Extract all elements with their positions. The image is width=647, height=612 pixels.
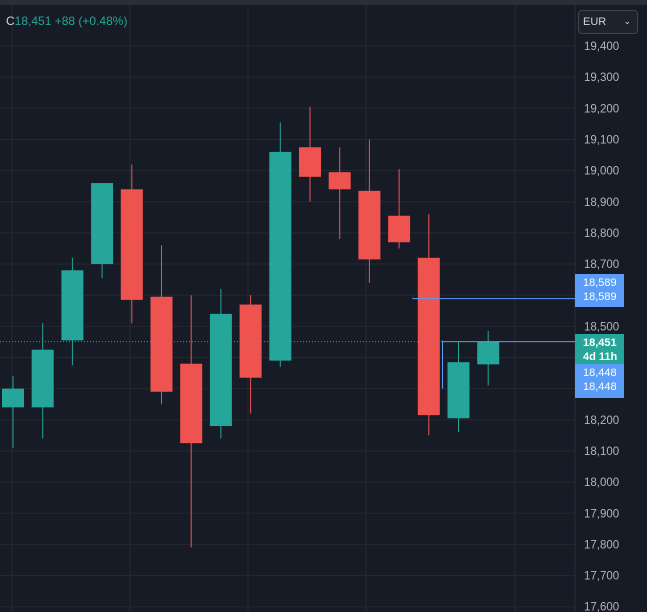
candle-body (477, 341, 500, 365)
candle (447, 341, 470, 433)
y-tick-label: 19,400 (584, 41, 619, 53)
alert-badge-lower-text: 18,448 (583, 381, 617, 393)
candle-body (31, 349, 54, 408)
candle-body (299, 147, 321, 177)
top-border (0, 0, 647, 5)
candle (91, 183, 114, 279)
candle (328, 147, 351, 240)
last-price-badge-text: 18,451 (583, 337, 617, 349)
y-tick-label: 18,000 (584, 477, 619, 489)
candle (209, 288, 232, 439)
y-tick-label: 18,700 (584, 259, 619, 271)
y-tick-label: 19,300 (584, 72, 619, 84)
candle (477, 331, 500, 386)
last-price-badge: 18,451 4d 11h (575, 334, 624, 364)
alert-badge-lower: 18,448 18,448 (575, 364, 624, 398)
alert-badge-upper-bg (575, 274, 624, 307)
candle-body (358, 190, 381, 260)
legend-close-prefix: C (6, 14, 15, 28)
legend-change: +88 (+0.48%) (54, 14, 128, 28)
y-tick-label: 17,800 (584, 539, 619, 551)
candle (61, 257, 84, 366)
candle (180, 295, 203, 548)
candle-body (2, 388, 24, 408)
candle-body (417, 257, 440, 416)
price-legend: C18,451 +88 (+0.48%) (6, 14, 127, 28)
y-tick-label: 17,900 (584, 508, 619, 520)
candle (239, 295, 262, 414)
y-tick-label: 18,800 (584, 228, 619, 240)
y-tick-label: 19,100 (584, 134, 619, 146)
candle-body (61, 270, 84, 341)
candle (388, 169, 411, 249)
alert-badge-upper: 18,589 18,589 (575, 274, 624, 307)
y-tick-label: 19,000 (584, 166, 619, 178)
y-tick-label: 18,200 (584, 415, 619, 427)
y-tick-label: 18,500 (584, 321, 619, 333)
legend-close-value: 18,451 (14, 14, 52, 28)
candle-body (447, 362, 470, 419)
chevron-down-icon: ⌄ (623, 16, 631, 26)
y-tick-label: 17,700 (584, 571, 619, 583)
currency-dropdown[interactable]: EUR ⌄ (578, 10, 638, 34)
y-tick-label: 18,100 (584, 446, 619, 458)
candle-body (150, 296, 173, 392)
currency-value: EUR (583, 16, 607, 28)
candle-body (209, 313, 232, 427)
last-price-badge-text: 4d 11h (583, 351, 618, 363)
candle-body (328, 172, 351, 190)
candle (31, 323, 54, 439)
alert-badge-upper-text: 18,589 (583, 291, 617, 303)
y-tick-label: 17,600 (584, 602, 619, 612)
candle-body (120, 189, 143, 300)
candle (120, 164, 143, 324)
alert-badge-lower-text: 18,448 (583, 367, 617, 379)
candle (269, 122, 292, 367)
candle-body (388, 215, 411, 243)
candle (150, 245, 173, 405)
candle (299, 106, 321, 202)
candle (2, 376, 24, 448)
alert-badge-lower-bg (575, 364, 624, 398)
last-price-badge-bg (575, 334, 624, 364)
candle-body (239, 304, 262, 378)
candle-body (180, 363, 203, 444)
candle-body (91, 183, 114, 265)
y-tick-label: 18,900 (584, 197, 619, 209)
y-tick-label: 19,200 (584, 103, 619, 115)
alert-badge-upper-text: 18,589 (583, 277, 617, 289)
candle (358, 139, 381, 283)
candle (417, 214, 440, 436)
candle-body (269, 151, 292, 361)
